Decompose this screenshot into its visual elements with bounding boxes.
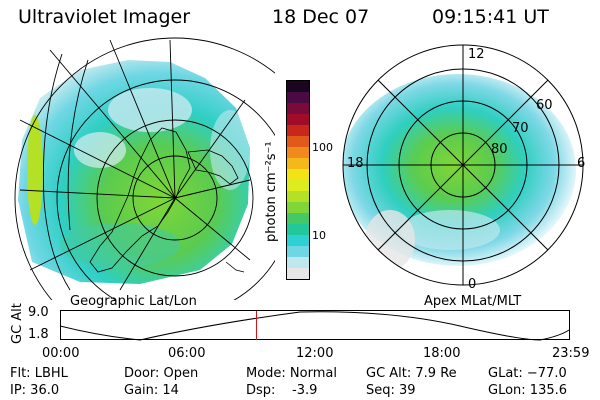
mlat-label-60: 60	[536, 98, 553, 113]
instrument-title: Ultraviolet Imager	[18, 6, 191, 28]
ip-info: IP: 36.0	[10, 383, 60, 398]
colorbar-swatch	[287, 202, 309, 213]
altitude-plot	[60, 310, 570, 341]
aurora-image-left	[18, 60, 250, 284]
altitude-curve	[60, 311, 570, 341]
glon-info: GLon: 135.6	[488, 383, 568, 398]
observation-time: 09:15:41 UT	[432, 6, 549, 28]
colorbar-swatch	[287, 147, 309, 158]
colorbar-swatch	[287, 125, 309, 136]
colorbar-swatch	[287, 103, 309, 114]
colorbar-swatch	[287, 246, 309, 257]
mode-info: Mode: Normal	[246, 366, 337, 381]
colorbar-swatch	[287, 92, 309, 103]
colorbar-swatch	[287, 257, 309, 268]
mlt-label-18: 18	[347, 156, 364, 171]
observation-date: 18 Dec 07	[272, 6, 370, 28]
altitude-axis-label: GC Alt	[10, 303, 25, 344]
time-tick-1800: 18:00	[423, 346, 461, 361]
mlt-label-0: 0	[468, 277, 477, 292]
colorbar-tick-100: 100	[312, 141, 333, 154]
altitude-tick-high: 9.0	[28, 305, 49, 320]
colorbar-tick-10: 10	[312, 229, 326, 242]
colorbar-swatch	[287, 114, 309, 125]
colorbar-swatch	[287, 180, 309, 191]
mlt-label-6: 6	[577, 156, 586, 171]
colorbar-swatch	[287, 268, 309, 279]
coastline	[89, 127, 245, 273]
geographic-grid	[14, 37, 275, 300]
colorbar-swatch	[287, 213, 309, 224]
colorbar-swatch	[287, 81, 309, 92]
colorbar-swatch	[287, 169, 309, 180]
door-info: Door: Open	[124, 366, 199, 381]
colorbar-swatches	[287, 81, 309, 279]
magnetic-caption: Apex MLat/MLT	[424, 294, 522, 309]
dsp-value: -3.9	[292, 383, 318, 398]
glat-info: GLat: −77.0	[488, 366, 567, 381]
gain-info: Gain: 14	[124, 383, 179, 398]
magnetic-map	[342, 44, 584, 286]
dsp-info: Dsp:	[246, 383, 276, 398]
time-tick-0000: 00:00	[42, 346, 80, 361]
magnetic-grid	[342, 44, 584, 286]
colorbar-swatch	[287, 235, 309, 246]
colorbar	[286, 80, 310, 280]
seq-info: Seq: 39	[366, 383, 416, 398]
time-tick-2359: 23:59	[552, 346, 590, 361]
colorbar-swatch	[287, 158, 309, 169]
colorbar-unit-label: photon cm⁻²s⁻¹	[264, 141, 279, 242]
colorbar-swatch	[287, 224, 309, 235]
mlt-label-12: 12	[468, 47, 485, 62]
mlat-label-70: 70	[512, 121, 529, 136]
geographic-map	[14, 37, 275, 300]
gc-alt-info: GC Alt: 7.9 Re	[366, 366, 457, 381]
colorbar-swatch	[287, 191, 309, 202]
time-tick-0600: 06:00	[168, 346, 206, 361]
filter-info: Flt: LBHL	[10, 366, 68, 381]
time-tick-1200: 12:00	[296, 346, 334, 361]
colorbar-swatch	[287, 136, 309, 147]
geographic-caption: Geographic Lat/Lon	[70, 294, 197, 309]
mlat-label-80: 80	[491, 142, 508, 157]
altitude-tick-low: 1.8	[28, 327, 49, 342]
